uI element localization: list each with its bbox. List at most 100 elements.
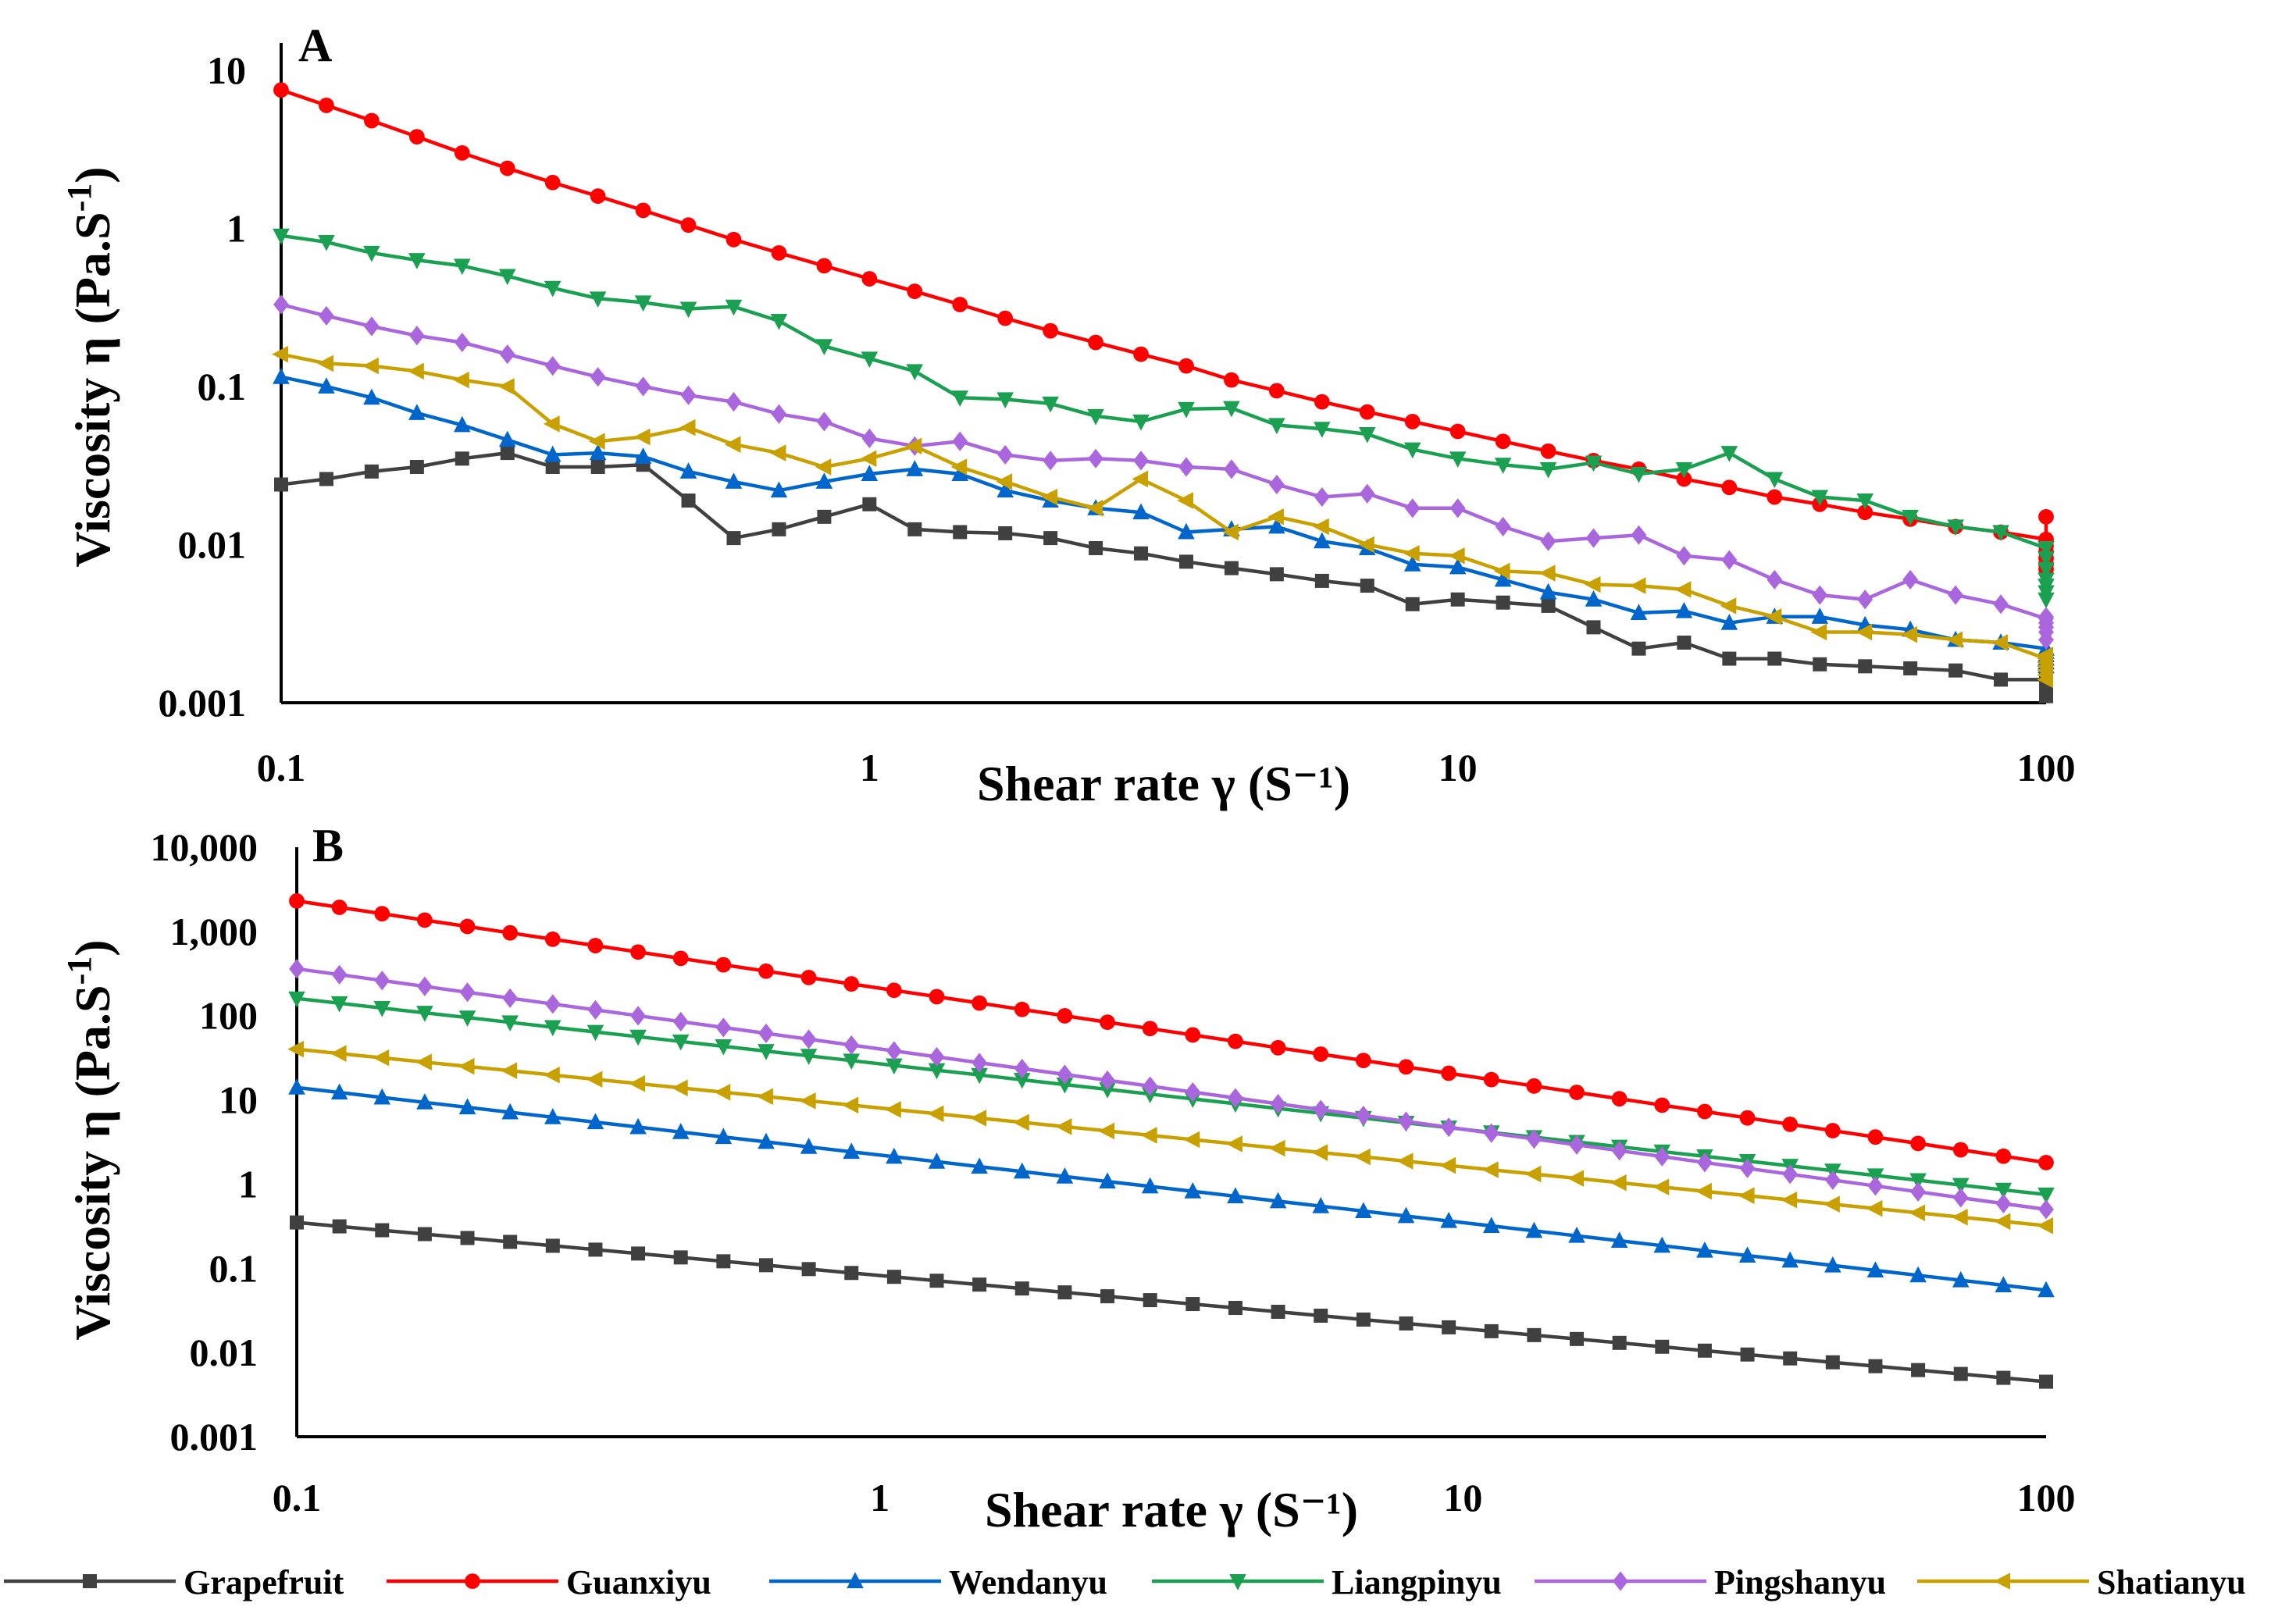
data-point-grapefruit <box>1178 554 1193 569</box>
data-point-wendanyu <box>1494 570 1512 587</box>
data-point-guanxiyu <box>1782 1116 1799 1132</box>
data-point-shatianyu <box>769 444 786 461</box>
data-point-wendanyu <box>715 1128 733 1145</box>
data-point-shatianyu <box>815 458 832 476</box>
data-point-wendanyu <box>1781 1251 1799 1268</box>
data-point-pingshanyu <box>1948 585 1964 605</box>
data-point-wendanyu <box>1675 601 1693 618</box>
data-point-pingshanyu <box>1611 1141 1628 1161</box>
data-point-guanxiyu <box>417 912 433 928</box>
data-point-liangpinyu <box>2038 550 2055 568</box>
data-point-shatianyu <box>317 354 333 372</box>
panel-b-label: B <box>312 820 344 871</box>
data-point-liangpinyu <box>800 1049 818 1065</box>
data-point-pingshanyu <box>502 988 519 1008</box>
data-point-shatianyu <box>1140 1127 1157 1144</box>
data-point-shatianyu <box>272 345 288 363</box>
data-point-pingshanyu <box>1824 1170 1841 1190</box>
data-point-pingshanyu <box>1569 1135 1585 1155</box>
data-point-pingshanyu <box>544 994 561 1014</box>
data-point-shatianyu <box>1086 500 1103 517</box>
data-point-shatianyu <box>1354 1148 1371 1166</box>
data-point-pingshanyu <box>1359 483 1375 504</box>
data-point-guanxiyu <box>997 310 1014 326</box>
data-point-liangpinyu <box>951 390 969 407</box>
data-point-pingshanyu <box>1057 1064 1073 1085</box>
data-point-grapefruit <box>726 531 741 546</box>
data-point-shatianyu <box>1358 536 1374 554</box>
x-tick-label: 1 <box>860 746 879 789</box>
data-point-grapefruit <box>1100 1289 1115 1304</box>
data-point-shatianyu <box>1610 1174 1627 1192</box>
data-point-pingshanyu <box>587 999 604 1020</box>
data-point-grapefruit <box>1527 1327 1542 1342</box>
data-point-shatianyu <box>905 437 922 455</box>
data-point-liangpinyu <box>544 1020 562 1037</box>
data-point-wendanyu <box>1720 614 1738 630</box>
data-point-wendanyu <box>1866 1261 1884 1277</box>
panel-a-y-axis-title: Viscosity η (Pa.S-1) <box>60 166 120 567</box>
legend-marker-liangpinyu <box>1229 1574 1246 1591</box>
data-point-pingshanyu <box>363 316 380 337</box>
x-tick-label: 1 <box>870 1476 890 1519</box>
legend-marker-shatianyu <box>1994 1573 2010 1590</box>
data-point-shatianyu <box>1183 1131 1200 1149</box>
data-point-pingshanyu <box>408 326 425 346</box>
data-point-shatianyu <box>1311 1144 1328 1161</box>
data-point-pingshanyu <box>289 959 305 979</box>
panel-b-y-axis-title: Viscosity η (Pa.S-1) <box>60 939 120 1340</box>
data-point-pingshanyu <box>672 1011 689 1031</box>
data-point-guanxiyu <box>1721 479 1738 496</box>
data-point-liangpinyu <box>1675 461 1693 479</box>
data-point-shatianyu <box>1482 1161 1499 1178</box>
series-guanxiyu <box>273 82 2054 577</box>
data-point-grapefruit <box>590 459 605 474</box>
data-point-liangpinyu <box>1947 519 1964 536</box>
y-tick-label: 0.001 <box>170 1415 258 1459</box>
y-tick-label: 0.001 <box>159 681 247 725</box>
data-point-liangpinyu <box>715 1039 733 1056</box>
data-point-shatianyu <box>629 1074 646 1092</box>
data-point-grapefruit <box>1356 1312 1371 1327</box>
data-point-liangpinyu <box>815 339 833 356</box>
data-point-shatianyu <box>1946 631 1963 649</box>
data-point-pingshanyu <box>1654 1146 1670 1167</box>
data-point-shatianyu <box>950 458 968 476</box>
panel-a-chart: A 0.001 0.01 0.1 1 10 0.1 1 10 100 Shear rate γ… <box>60 20 2076 811</box>
data-point-grapefruit <box>1994 672 2009 687</box>
data-point-shatianyu <box>1720 597 1737 615</box>
data-point-wendanyu <box>416 1093 433 1110</box>
data-point-wendanyu <box>906 460 924 476</box>
data-point-liangpinyu <box>453 258 471 276</box>
data-point-pingshanyu <box>1782 1164 1799 1185</box>
y-tick-label: 10 <box>219 1078 258 1122</box>
data-point-guanxiyu <box>680 217 697 233</box>
data-point-shatianyu <box>842 1096 859 1114</box>
legend-label-liangpinyu: Liangpinyu <box>1332 1563 1502 1601</box>
data-point-liangpinyu <box>672 1034 690 1051</box>
data-point-liangpinyu <box>770 313 788 330</box>
data-point-wendanyu <box>815 472 833 489</box>
data-point-liangpinyu <box>928 1063 946 1080</box>
x-tick-label: 10 <box>1443 1476 1482 1519</box>
data-point-liangpinyu <box>1042 396 1059 413</box>
data-point-pingshanyu <box>417 976 433 996</box>
data-point-pingshanyu <box>1178 457 1194 477</box>
data-point-grapefruit <box>631 1246 646 1261</box>
data-point-shatianyu <box>672 1079 688 1097</box>
data-point-liangpinyu <box>1539 461 1557 479</box>
data-point-wendanyu <box>1696 1241 1713 1258</box>
panel-b-chart: B 0.001 0.01 0.1 1 10 100 1,000 10,000 0.1 1 10 10… <box>60 820 2076 1537</box>
data-point-guanxiyu <box>1100 1014 1115 1031</box>
data-point-liangpinyu <box>1630 466 1648 483</box>
data-point-liangpinyu <box>1811 490 1829 507</box>
data-point-liangpinyu <box>1087 408 1104 426</box>
series-shatianyu <box>272 345 2053 689</box>
data-point-shatianyu <box>927 1105 944 1123</box>
data-point-liangpinyu <box>1178 401 1195 419</box>
data-point-pingshanyu <box>1088 448 1103 468</box>
data-point-pingshanyu <box>1721 550 1738 570</box>
y-tick-label: 0.1 <box>209 1246 258 1290</box>
series-grapefruit <box>274 446 2053 704</box>
data-point-guanxiyu <box>800 970 817 985</box>
